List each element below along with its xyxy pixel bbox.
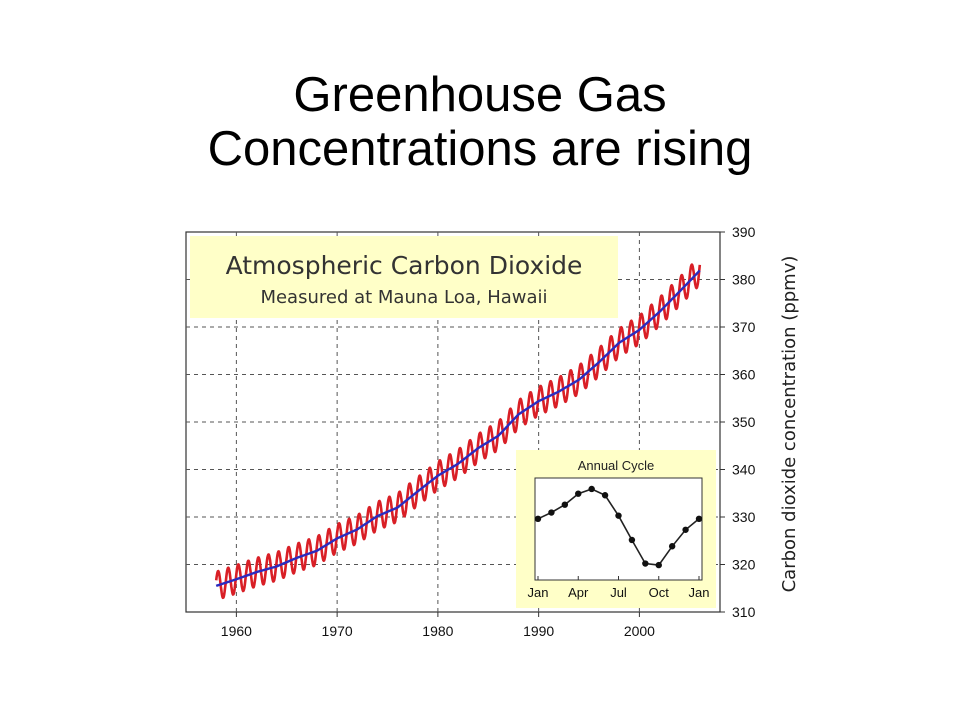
y-tick-label: 370 xyxy=(732,319,756,335)
annual-cycle-point xyxy=(642,560,649,567)
annual-cycle-point xyxy=(534,515,542,522)
y-axis-label: Carbon dioxide concentration (ppmv) xyxy=(779,256,800,593)
annual-cycle-point xyxy=(588,485,595,493)
y-tick-label: 380 xyxy=(732,272,756,288)
annual-cycle-point xyxy=(695,515,703,522)
y-tick-label: 330 xyxy=(732,509,756,525)
x-tick-label: 1960 xyxy=(221,623,252,639)
chart-title: Atmospheric Carbon Dioxide xyxy=(226,251,583,280)
annual-cycle-point xyxy=(682,526,689,533)
inset-tick-label: Jan xyxy=(528,585,549,600)
y-tick-label: 310 xyxy=(732,604,756,620)
inset-tick-label: Oct xyxy=(649,585,670,600)
annual-cycle-point xyxy=(655,561,662,569)
slide-title-line-2: Concentrations are rising xyxy=(207,122,753,176)
y-tick-label: 390 xyxy=(732,224,756,240)
inset-title: Annual Cycle xyxy=(578,458,655,473)
chart-title-box xyxy=(190,236,618,318)
x-tick-label: 1970 xyxy=(322,623,353,639)
y-tick-label: 360 xyxy=(732,367,756,383)
annual-cycle-point xyxy=(668,543,676,550)
x-tick-label: 1990 xyxy=(523,623,554,639)
monthly-co2-line xyxy=(214,263,702,600)
inset-tick-label: Jul xyxy=(610,585,627,600)
y-tick-label: 350 xyxy=(732,414,756,430)
annual-cycle-point xyxy=(561,501,569,508)
annual-cycle-point xyxy=(575,490,582,497)
annual-cycle-point xyxy=(548,509,555,516)
y-tick-label: 320 xyxy=(732,557,756,573)
x-tick-label: 1980 xyxy=(422,623,453,639)
slide-title: Greenhouse Gas Concentrations are rising xyxy=(0,68,960,176)
x-axis-ticks: 1960 1970 1980 1990 2000 xyxy=(221,612,655,639)
annual-cycle-point xyxy=(628,536,636,544)
x-tick-label: 2000 xyxy=(624,623,655,639)
chart-subtitle: Measured at Mauna Loa, Hawaii xyxy=(260,287,547,308)
inset-plot-frame xyxy=(534,477,703,581)
annual-cycle-point xyxy=(601,492,609,499)
slide-title-line-1: Greenhouse Gas xyxy=(293,68,667,122)
inset-tick-label: Apr xyxy=(568,585,589,600)
inset-tick-label: Jan xyxy=(689,585,710,600)
y-tick-label: 340 xyxy=(732,462,756,478)
trend-co2-line xyxy=(215,269,701,588)
annual-cycle-point xyxy=(615,512,622,519)
y-axis-ticks: 310 320 330 340 350 360 370 380 390 xyxy=(720,224,756,620)
inset-x-ticks: Jan Apr Jul Oct Jan xyxy=(528,576,710,600)
annual-cycle-points xyxy=(534,485,703,569)
